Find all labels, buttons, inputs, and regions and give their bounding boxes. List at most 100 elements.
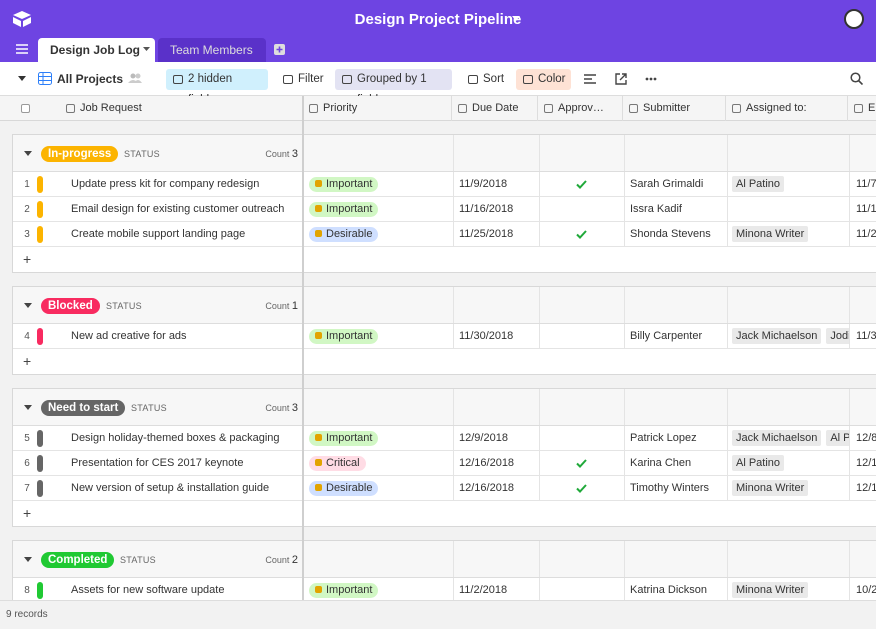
cell-divider (453, 476, 454, 500)
job-request[interactable]: New version of setup & installation guid… (71, 482, 270, 494)
button-icon (468, 75, 478, 84)
cell-divider (727, 324, 728, 348)
toolbar-button[interactable]: Filter (276, 69, 326, 90)
view-name[interactable]: All Projects (57, 72, 124, 86)
button-icon (283, 75, 293, 84)
column-header: Job Request Priority Due Date Approv… Submit… (0, 96, 876, 121)
cell-divider (539, 476, 540, 500)
group-count: Count 3 (265, 148, 298, 160)
row-height-icon[interactable] (584, 74, 596, 85)
job-request[interactable]: Update press kit for company redesign (71, 178, 260, 190)
tab[interactable]: Team Members (158, 38, 266, 62)
add-tab[interactable] (274, 44, 285, 55)
record-row[interactable]: 6 Presentation for CES 2017 keynote Critic… (13, 451, 876, 476)
job-request[interactable]: New ad creative for ads (71, 330, 187, 342)
tab[interactable]: Design Job Log (38, 38, 155, 62)
collapse-caret[interactable] (24, 303, 32, 308)
select-all[interactable] (21, 104, 30, 113)
group-field: STATUS (124, 149, 160, 159)
record-row[interactable]: 2 Email design for existing customer outr… (13, 197, 876, 222)
cell-divider (624, 541, 625, 577)
tab-label: Team Members (170, 43, 253, 57)
column-name[interactable]: Approv… (538, 96, 623, 121)
extra-cell: 10/2 (856, 584, 876, 596)
group-count: Count 3 (265, 402, 298, 414)
share-icon[interactable] (615, 73, 627, 85)
priority-label: Important (326, 432, 373, 444)
search-icon[interactable] (850, 72, 863, 85)
group-count: Count 1 (265, 300, 298, 312)
job-request[interactable]: Assets for new software update (71, 584, 225, 596)
priority-label: Important (326, 178, 373, 190)
priority-icon (315, 230, 322, 237)
cell-divider (849, 172, 850, 196)
toolbar-button[interactable]: 2 hidden fields (166, 69, 268, 106)
collapse-caret[interactable] (24, 557, 32, 562)
group-field: STATUS (120, 555, 156, 565)
cell-divider (727, 451, 728, 475)
cell-divider (453, 324, 454, 348)
record-row[interactable]: 8 Assets for new software update Important… (13, 578, 876, 603)
cell-divider (539, 451, 540, 475)
job-request[interactable]: Create mobile support landing page (71, 228, 246, 240)
cell-divider (539, 287, 540, 323)
title-caret[interactable] (512, 16, 520, 22)
button-icon (523, 75, 533, 84)
priority-pill: Important (309, 431, 379, 446)
count-value: 3 (291, 148, 298, 160)
base-title[interactable]: Design Project Pipeline (354, 11, 522, 28)
column-name[interactable]: Priority (303, 96, 452, 121)
menu-icon[interactable] (16, 44, 28, 54)
cell-divider (453, 578, 454, 602)
job-request[interactable]: Design holiday-themed boxes & packaging (71, 432, 280, 444)
cell-divider (849, 324, 850, 348)
cell-divider (453, 426, 454, 450)
add-record[interactable]: + (13, 501, 876, 526)
assigned-cell: Minona Writer (732, 476, 849, 501)
column-name[interactable]: Assigned to: (726, 96, 848, 121)
priority-pill: Important (309, 329, 379, 344)
row-color (37, 430, 43, 447)
view-caret[interactable] (18, 76, 26, 82)
assignee: Al Patino (732, 455, 785, 471)
more-icon[interactable] (645, 77, 657, 81)
priority-label: Desirable (326, 482, 373, 494)
cell-divider (624, 389, 625, 425)
priority-icon (315, 205, 322, 212)
cell-divider (624, 197, 625, 221)
group-header: Need to start STATUS Count 3 (13, 389, 876, 426)
priority-pill: Important (309, 177, 379, 192)
record-row[interactable]: 1 Update press kit for company redesign Im… (13, 172, 876, 197)
assigned-cell: Minona Writer (732, 222, 849, 247)
cell-divider (624, 135, 625, 171)
submitter: Sarah Grimaldi (630, 178, 704, 190)
priority-icon (315, 586, 322, 593)
toolbar-button[interactable]: Sort (461, 69, 507, 90)
record-row[interactable]: 4 New ad creative for ads Important 11/30/2… (13, 324, 876, 349)
column-name[interactable]: Due Date (452, 96, 538, 121)
collapse-caret[interactable] (24, 151, 32, 156)
check-mark (576, 484, 587, 493)
column-name[interactable]: Submitter (623, 96, 726, 121)
priority-cell: Desirable (309, 476, 379, 501)
job-request[interactable]: Email design for existing customer outre… (71, 203, 285, 215)
record-row[interactable]: 5 Design holiday-themed boxes & packaging… (13, 426, 876, 451)
record-row[interactable]: 7 New version of setup & installation gui… (13, 476, 876, 501)
avatar[interactable] (844, 9, 864, 29)
toolbar-button[interactable]: Color (516, 69, 571, 90)
cell-divider (539, 541, 540, 577)
add-record[interactable]: + (13, 247, 876, 272)
column-name[interactable]: Job Request (60, 96, 303, 121)
add-record[interactable]: + (13, 349, 876, 374)
collapse-caret[interactable] (24, 405, 32, 410)
count-label: Count (265, 149, 290, 159)
cell-divider (624, 222, 625, 246)
record-row[interactable]: 3 Create mobile support landing page Desir… (13, 222, 876, 247)
column-name[interactable]: E (848, 96, 876, 121)
cell-divider (453, 287, 454, 323)
due-date: 11/16/2018 (459, 203, 514, 215)
assignee: Al Pa (826, 430, 849, 446)
job-request[interactable]: Presentation for CES 2017 keynote (71, 457, 244, 469)
priority-cell: Important (309, 426, 379, 451)
toolbar-button[interactable]: Grouped by 1 field (335, 69, 452, 106)
